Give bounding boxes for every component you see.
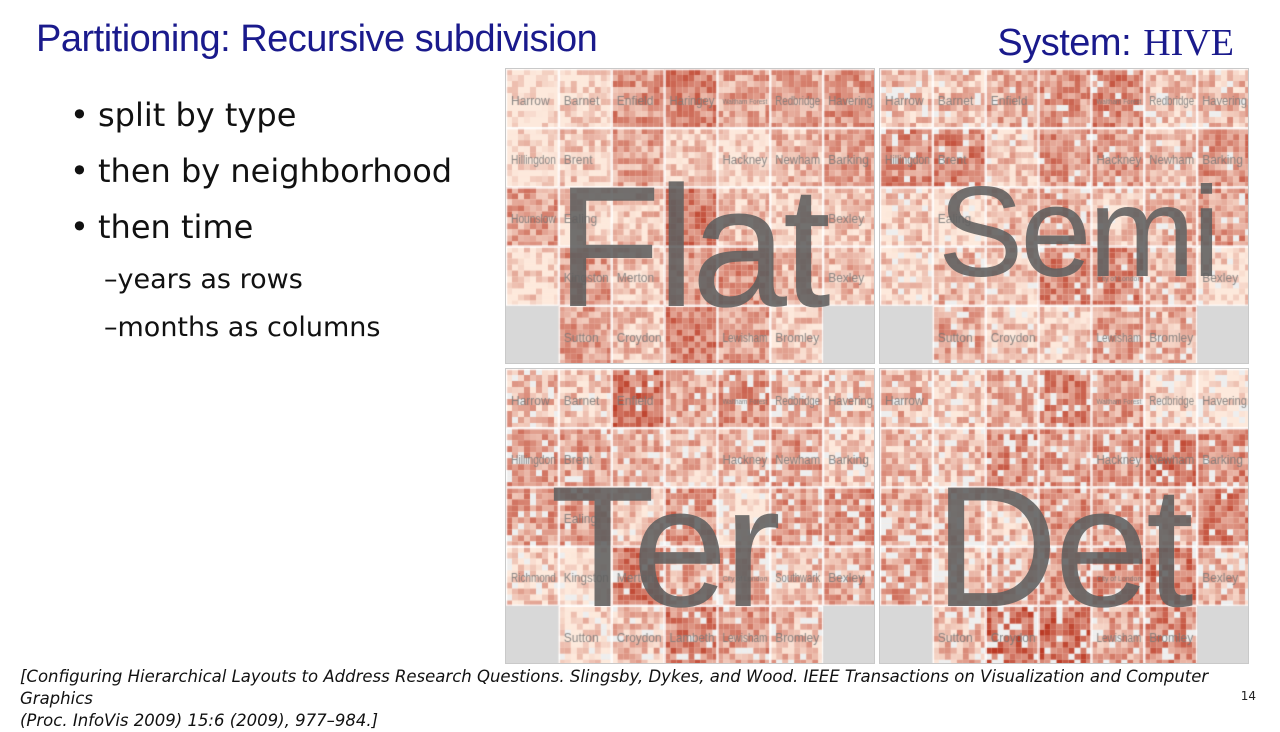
sub-bullet-text: months as columns [117,312,381,343]
quadrant-heatmap [506,69,874,363]
slide-title: Partitioning: Recursive subdivision [36,18,598,60]
system-label: System: [997,22,1132,64]
bullet-item: • then time [70,204,452,260]
sub-bullet-dash: – [104,312,118,343]
bullet-item: • then by neighborhood [70,148,452,204]
bullet-dot-icon: • [70,152,89,190]
page-number: 14 [1240,689,1256,703]
reference-line: (Proc. InfoVis 2009) 15:6 (2009), 977–98… [20,711,379,730]
bullet-dot-icon: • [70,96,89,134]
quadrant-flat: Flat [505,68,875,364]
reference-line: [Configuring Hierarchical Layouts to Add… [20,667,1209,708]
quadrant-heatmap [880,369,1248,663]
quadrant-semi: Semi [879,68,1249,364]
quadrant-heatmap [880,69,1248,363]
bullet-dot-icon: • [70,208,89,246]
sub-bullet-list: –years as rows –months as columns [104,258,380,354]
system-name: HIVE [1143,22,1234,64]
bullet-item: • split by type [70,92,452,148]
bullet-text: then by neighborhood [98,152,453,190]
bullet-text: split by type [98,96,297,134]
sub-bullet-item: –months as columns [104,306,380,354]
hive-treemap-figure: Flat Semi Ter Det [505,68,1251,666]
sub-bullet-text: years as rows [117,264,303,295]
reference-citation: [Configuring Hierarchical Layouts to Add… [20,666,1220,732]
bullet-text: then time [98,208,254,246]
system-heading: System: HIVE [997,20,1234,65]
quadrant-heatmap [506,369,874,663]
sub-bullet-dash: – [104,264,118,295]
quadrant-det: Det [879,368,1249,664]
quadrant-ter: Ter [505,368,875,664]
bullet-list: • split by type • then by neighborhood • th… [70,92,452,260]
sub-bullet-item: –years as rows [104,258,380,306]
